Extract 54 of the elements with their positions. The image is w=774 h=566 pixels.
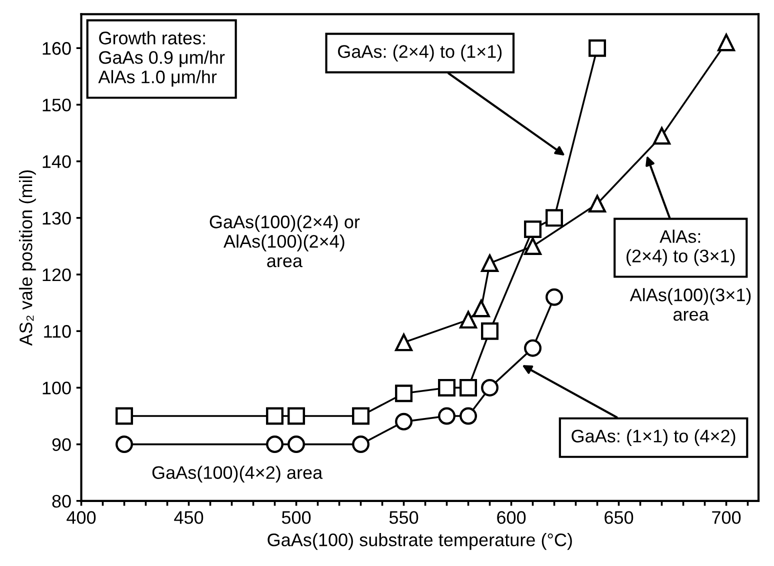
- point: [481, 378, 499, 396]
- point: [588, 39, 606, 57]
- point: [588, 195, 606, 213]
- x-tick-label: 600: [497, 511, 526, 524]
- point: [460, 311, 478, 329]
- point: [653, 127, 671, 145]
- point: [352, 407, 370, 425]
- point: [288, 436, 306, 454]
- x-tick-label: 500: [282, 511, 311, 524]
- point: [266, 436, 284, 454]
- point: [395, 334, 413, 352]
- point: [116, 436, 134, 454]
- annotation: AlAs: (2×4) to (3×1): [626, 230, 735, 266]
- y-tick-label: 130: [42, 212, 71, 225]
- annotation: GaAs(100)(2×4) or AlAs(100)(2×4) area: [210, 215, 360, 268]
- x-axis-title: GaAs(100) substrate temperature (°C): [268, 533, 572, 550]
- annotation: AlAs(100)(3×1) area: [630, 288, 751, 321]
- point: [288, 407, 306, 425]
- point: [524, 220, 542, 238]
- point: [438, 407, 456, 425]
- y-tick-label: 110: [44, 325, 71, 338]
- y-tick-label: 100: [42, 382, 71, 394]
- point: [395, 412, 413, 430]
- annotation: GaAs(100)(4×2) area: [152, 466, 323, 483]
- point: [395, 384, 413, 402]
- point: [266, 407, 284, 425]
- x-tick-label: 650: [604, 511, 634, 524]
- annotation: GaAs: (2×4) to (1×1): [338, 44, 502, 62]
- point: [438, 378, 456, 396]
- point: [524, 237, 542, 255]
- point: [472, 300, 490, 318]
- y-tick-label: 160: [42, 42, 71, 55]
- point: [460, 407, 478, 425]
- annotation: GaAs: (1×1) to (4×2): [572, 429, 736, 446]
- y-tick-label: 120: [42, 268, 71, 282]
- point: [481, 254, 499, 272]
- point: [546, 288, 564, 306]
- point: [116, 407, 134, 425]
- point: [352, 436, 370, 454]
- point: [524, 339, 542, 357]
- x-tick-label: 550: [389, 511, 418, 524]
- x-tick-label: 700: [712, 511, 741, 524]
- point: [481, 322, 499, 340]
- x-tick-label: 400: [66, 511, 96, 524]
- point: [460, 378, 478, 396]
- point: [546, 209, 564, 227]
- y-tick-label: 140: [42, 155, 71, 168]
- point: [718, 34, 736, 52]
- y-tick-label: 90: [52, 438, 71, 452]
- y-tick-label: 80: [52, 494, 71, 508]
- y-axis-title: AS₂ vale position (mil): [19, 170, 36, 346]
- y-tick-label: 150: [42, 98, 71, 112]
- x-tick-label: 450: [174, 511, 204, 524]
- annotation: Growth rates: GaAs 0.9 μm/hr AlAs 1.0 μm/hr: [98, 31, 225, 87]
